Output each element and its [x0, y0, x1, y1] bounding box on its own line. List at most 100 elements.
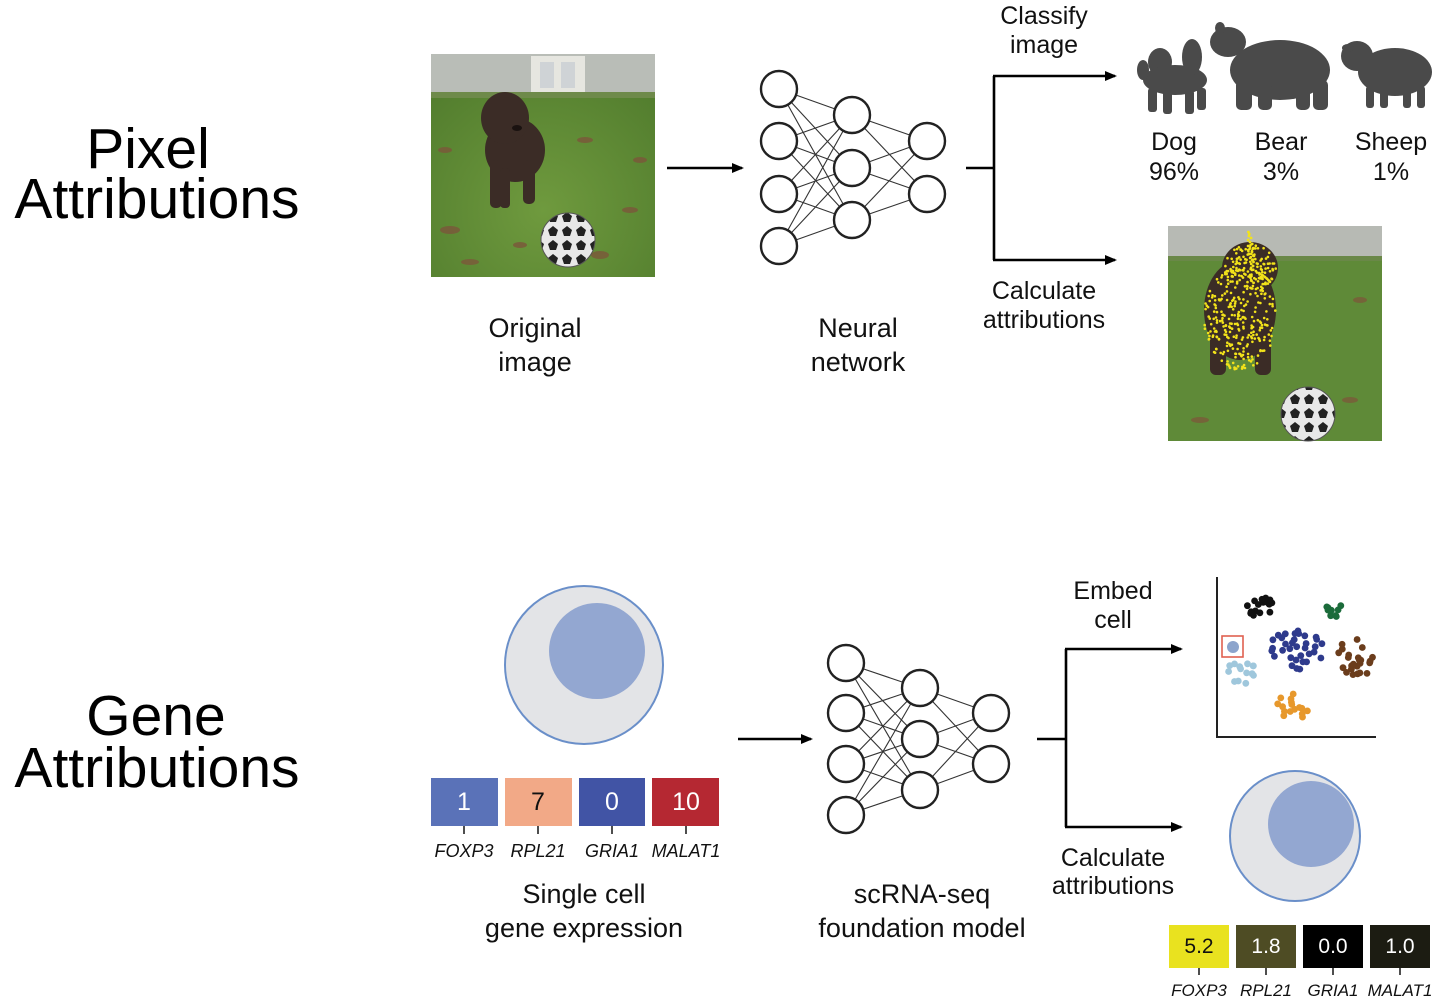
- embedding-point: [1335, 649, 1343, 657]
- embedding-point: [1288, 639, 1296, 647]
- attribution-dot: [1246, 270, 1250, 273]
- attribution-dot: [1274, 309, 1277, 312]
- attribution-dot: [1242, 325, 1245, 329]
- expression-cell-malat1: [652, 778, 719, 826]
- attribution-dot: [1226, 349, 1230, 353]
- attribution-dot: [1246, 280, 1249, 284]
- attribution-dot: [1231, 299, 1234, 303]
- network-node: [907, 121, 947, 161]
- single-cell-label-line1: Single cell: [522, 879, 645, 909]
- attribution-dot: [1271, 297, 1275, 301]
- attribution-gene-malat1: MALAT1: [1368, 981, 1432, 1000]
- attribution-dot: [1262, 349, 1266, 352]
- embedding-point: [1277, 694, 1285, 702]
- network-node: [759, 121, 799, 161]
- embedding-point: [1274, 700, 1282, 708]
- attribution-dot: [1242, 350, 1245, 353]
- attribution-dot: [1237, 274, 1241, 277]
- class-bear-prob: 3%: [1263, 158, 1299, 186]
- attribution-dot: [1234, 300, 1237, 303]
- attribution-dot: [1250, 324, 1253, 327]
- attribution-dot: [1262, 262, 1265, 266]
- attribution-dot: [1206, 331, 1210, 335]
- attribution-dot: [1232, 265, 1235, 269]
- attribution-dot: [1214, 304, 1217, 307]
- embedding-point: [1311, 643, 1319, 651]
- network-node: [971, 744, 1011, 784]
- attribution-dot: [1252, 330, 1255, 334]
- attribution-dot: [1252, 281, 1255, 285]
- attribution-dot: [1230, 343, 1234, 347]
- attribution-dot: [1243, 261, 1246, 265]
- attribution-gene-foxp3: FOXP3: [1171, 981, 1227, 1000]
- attribution-dot: [1252, 260, 1255, 264]
- attribution-dot: [1224, 324, 1228, 328]
- embedding-point: [1304, 707, 1311, 715]
- model-label-line1: scRNA-seq: [854, 879, 991, 909]
- attribution-dot: [1211, 294, 1214, 297]
- attribution-dot: [1251, 358, 1254, 361]
- attribution-dot: [1236, 269, 1240, 273]
- embedding-point: [1266, 608, 1274, 616]
- attribution-dot: [1231, 275, 1234, 278]
- attribution-dot: [1256, 318, 1260, 322]
- attribution-dot: [1237, 246, 1241, 249]
- network-node: [900, 668, 940, 708]
- attribution-dot: [1237, 327, 1240, 331]
- attribution-dot: [1226, 282, 1230, 286]
- pixel-title-line1: Pixel: [86, 117, 210, 181]
- attribution-dot: [1269, 344, 1272, 347]
- attribution-dot: [1268, 262, 1271, 265]
- attribution-dot: [1246, 238, 1250, 242]
- attribution-dot: [1231, 260, 1235, 264]
- attribution-dot: [1249, 278, 1253, 282]
- attribution-dot: [1258, 328, 1262, 332]
- gene-title-line1: Gene: [86, 684, 225, 748]
- original-image-label-line2: image: [498, 347, 572, 377]
- attribution-dot: [1238, 278, 1241, 282]
- calc-pixel-label-line2: attributions: [983, 306, 1105, 334]
- embedding-point: [1339, 664, 1347, 672]
- attribution-dot: [1230, 322, 1233, 326]
- attribution-dot: [1211, 335, 1215, 339]
- embed-label-line2: cell: [1094, 606, 1132, 634]
- network-node: [826, 795, 866, 835]
- embedding-point: [1327, 612, 1335, 620]
- pixel-title-line2: Attributions: [14, 167, 299, 231]
- attribution-dot: [1208, 317, 1212, 320]
- attribution-dot: [1253, 337, 1257, 340]
- attribution-dot: [1250, 315, 1254, 319]
- expression-row: 1 7 0 10 FOXP3 RPL21 GRIA1 MALAT1: [431, 778, 720, 861]
- attribution-dot: [1255, 333, 1258, 336]
- attribution-dot: [1235, 336, 1238, 340]
- attribution-dot: [1250, 250, 1254, 254]
- bear-icon: [1210, 22, 1330, 110]
- expression-gene-foxp3: FOXP3: [434, 841, 493, 861]
- embedding-point: [1297, 652, 1305, 659]
- attribution-dot: [1267, 251, 1271, 255]
- attribution-dot: [1229, 291, 1233, 295]
- attribution-dot: [1260, 268, 1264, 272]
- class-dog-name: Dog: [1151, 128, 1197, 156]
- attribution-dot: [1242, 298, 1245, 301]
- attribution-dot: [1235, 247, 1239, 251]
- attribution-gene-rpl21: RPL21: [1240, 981, 1292, 1000]
- attribution-dot: [1223, 314, 1226, 317]
- attribution-dot: [1259, 289, 1262, 292]
- attribution-dot: [1270, 334, 1273, 338]
- highlighted-cell-box: [1221, 635, 1244, 658]
- attribution-dot: [1208, 334, 1211, 338]
- attribution-dot: [1215, 321, 1219, 324]
- class-dog-prob: 96%: [1149, 158, 1199, 186]
- attribution-dot: [1249, 266, 1253, 270]
- attribution-dot: [1231, 347, 1235, 350]
- embedding-point: [1301, 632, 1309, 640]
- attribution-dot: [1213, 294, 1217, 298]
- attribution-dot: [1274, 267, 1277, 270]
- attribution-dot: [1245, 258, 1248, 262]
- attribution-dot: [1207, 338, 1211, 341]
- attribution-dot: [1238, 262, 1242, 266]
- attribution-dot: [1248, 256, 1252, 260]
- attribution-dot: [1226, 256, 1229, 260]
- attribution-dot: [1234, 355, 1237, 359]
